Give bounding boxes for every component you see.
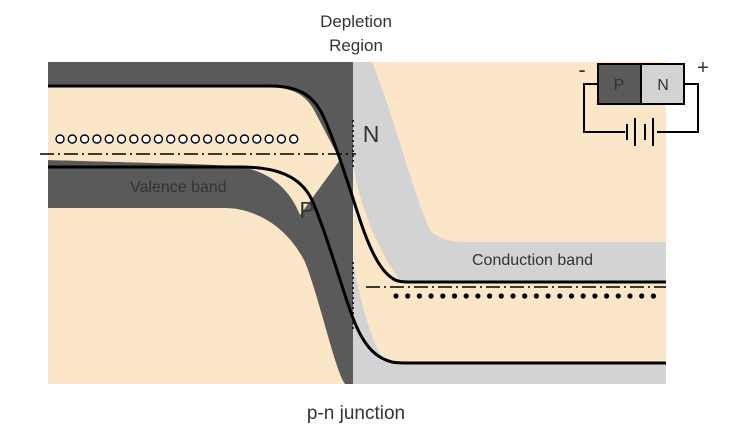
electron-marker <box>487 293 493 299</box>
electron-marker <box>650 293 657 299</box>
electron-marker <box>440 293 446 299</box>
diode-p-section <box>597 63 642 105</box>
battery-icon <box>626 118 654 146</box>
hole-marker <box>264 134 274 144</box>
electron-marker <box>627 293 633 299</box>
electron-marker <box>463 293 469 299</box>
hole-marker <box>153 134 164 144</box>
hole-marker <box>178 134 188 144</box>
electron-marker <box>510 293 516 299</box>
n-depletion-shade <box>353 62 666 282</box>
holes-row <box>55 134 299 144</box>
electron-marker <box>545 293 551 299</box>
diode-p-label: P <box>614 77 625 94</box>
depletion-title-line1: Depletion <box>320 12 392 31</box>
hole-marker <box>104 134 114 144</box>
electron-marker <box>451 293 458 299</box>
hole-marker <box>227 134 237 144</box>
electron-marker <box>522 293 528 299</box>
p-band-gap <box>48 86 340 215</box>
electron-marker <box>580 293 586 299</box>
conduction-band-label: Conduction band <box>472 252 593 269</box>
electron-marker <box>639 293 645 299</box>
hole-marker <box>67 134 78 144</box>
electron-marker <box>428 293 434 299</box>
electron-marker <box>405 293 411 299</box>
diode-inset: P N - + <box>578 57 709 146</box>
hole-marker <box>79 134 90 144</box>
diode-n-label: N <box>657 77 669 94</box>
hole-marker <box>116 134 127 144</box>
p-region-label: P <box>299 197 314 223</box>
hole-marker <box>289 134 299 144</box>
electrons-row <box>393 293 657 299</box>
electron-marker <box>592 293 598 299</box>
circuit-wire-left <box>583 83 625 133</box>
electron-marker <box>615 293 621 299</box>
valence-band-edge <box>48 165 666 365</box>
electron-marker <box>393 293 399 299</box>
hole-marker <box>252 134 262 144</box>
electron-marker <box>475 293 481 299</box>
electron-marker <box>568 293 575 299</box>
depletion-title-line2: Region <box>329 36 383 55</box>
electron-marker <box>557 293 563 299</box>
hole-marker <box>129 134 139 144</box>
hole-marker <box>276 134 287 144</box>
electron-marker <box>416 293 422 299</box>
hole-marker <box>202 134 213 144</box>
electron-marker <box>498 293 504 299</box>
valence-band-label: Valence band <box>130 179 227 196</box>
diode-plus-sign: + <box>697 57 709 79</box>
hole-marker <box>190 134 201 144</box>
electron-marker <box>533 293 540 299</box>
hole-marker <box>215 134 225 144</box>
caption: p-n junction <box>307 403 405 424</box>
hole-marker <box>92 134 102 144</box>
diode-minus-sign: - <box>578 57 585 82</box>
hole-marker <box>141 134 151 144</box>
hole-marker <box>239 134 250 144</box>
n-region-label: N <box>363 121 380 147</box>
electron-marker <box>604 293 610 299</box>
n-lower-shade <box>353 262 666 384</box>
hole-marker <box>165 134 176 144</box>
circuit-wire-right <box>657 83 699 133</box>
hole-marker <box>55 134 65 144</box>
conduction-band-edge <box>48 84 666 284</box>
